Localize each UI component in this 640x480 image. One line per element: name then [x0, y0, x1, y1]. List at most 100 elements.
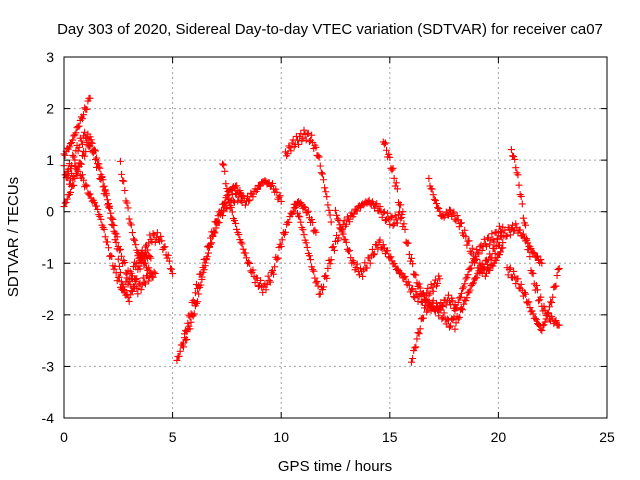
data-point — [276, 192, 284, 200]
data-point — [103, 196, 111, 204]
data-point — [414, 329, 422, 337]
data-point — [373, 200, 381, 208]
data-point — [78, 171, 86, 179]
data-point — [449, 210, 457, 218]
data-point — [81, 128, 89, 136]
data-point — [61, 151, 69, 159]
data-point — [436, 275, 444, 283]
data-point — [519, 230, 527, 238]
data-point — [282, 228, 290, 236]
data-point — [442, 320, 450, 328]
data-point — [198, 275, 206, 283]
data-point — [469, 251, 477, 259]
data-point — [493, 236, 501, 244]
data-point — [404, 278, 412, 286]
data-point — [182, 336, 190, 344]
data-point — [126, 219, 134, 227]
data-point — [91, 156, 99, 164]
data-point — [397, 201, 405, 209]
data-point — [430, 195, 438, 203]
data-point — [520, 289, 528, 297]
data-point — [131, 236, 139, 244]
data-point — [70, 181, 78, 189]
data-point — [432, 200, 440, 208]
data-point — [539, 322, 547, 330]
data-point — [219, 160, 227, 168]
data-point — [422, 301, 430, 309]
data-point — [523, 235, 531, 243]
x-tick-label: 15 — [382, 429, 398, 445]
data-point — [187, 318, 195, 326]
data-point — [236, 189, 244, 197]
x-tick-label: 0 — [60, 429, 68, 445]
data-point — [150, 268, 158, 276]
data-point — [245, 258, 253, 266]
data-point — [300, 203, 308, 211]
data-point — [409, 260, 417, 268]
data-point — [303, 208, 311, 216]
data-point — [399, 208, 407, 216]
data-point — [241, 201, 249, 209]
data-point — [416, 325, 424, 333]
data-point — [463, 294, 471, 302]
data-point — [454, 298, 462, 306]
data-point — [157, 232, 165, 240]
data-point — [161, 243, 169, 251]
data-point — [165, 257, 173, 265]
data-point — [146, 253, 154, 261]
data-point — [116, 245, 124, 253]
data-point — [179, 343, 187, 351]
data-point — [285, 218, 293, 226]
data-point — [384, 209, 392, 217]
data-point — [74, 147, 82, 155]
data-point — [510, 227, 518, 235]
data-point — [147, 270, 155, 278]
data-point — [83, 105, 91, 113]
data-point — [70, 153, 78, 161]
data-point — [287, 147, 295, 155]
data-point — [486, 266, 494, 274]
data-point — [175, 352, 183, 360]
data-point — [547, 298, 555, 306]
data-point — [473, 255, 481, 263]
data-point — [488, 230, 496, 238]
y-tick-label: 3 — [46, 49, 54, 65]
data-point — [308, 216, 316, 224]
data-point — [61, 199, 69, 207]
data-point — [469, 279, 477, 287]
data-point — [538, 259, 546, 267]
data-point — [409, 285, 417, 293]
data-point — [289, 208, 297, 216]
data-point — [326, 211, 334, 219]
data-point — [468, 244, 476, 252]
data-point — [431, 196, 439, 204]
data-point — [353, 260, 361, 268]
data-point — [400, 274, 408, 282]
series-sat-i — [282, 126, 335, 226]
data-point — [238, 240, 246, 248]
data-point — [134, 249, 142, 257]
data-point — [323, 193, 331, 201]
data-point — [108, 253, 116, 261]
data-point — [466, 286, 474, 294]
data-point — [208, 239, 216, 247]
data-point — [327, 256, 335, 264]
series-sat-n — [425, 174, 507, 280]
data-point — [416, 284, 424, 292]
data-point — [210, 228, 218, 236]
data-point — [480, 235, 488, 243]
data-point — [429, 287, 437, 295]
data-point — [295, 212, 303, 220]
data-point — [127, 221, 135, 229]
data-point — [215, 219, 223, 227]
x-tick-label: 10 — [273, 429, 289, 445]
data-point — [186, 325, 194, 333]
data-point — [482, 242, 490, 250]
data-point — [223, 205, 231, 213]
data-point — [109, 215, 117, 223]
data-point — [491, 249, 499, 257]
data-point — [113, 277, 121, 285]
data-point — [529, 248, 537, 256]
data-point — [296, 213, 304, 221]
data-point — [148, 273, 156, 281]
